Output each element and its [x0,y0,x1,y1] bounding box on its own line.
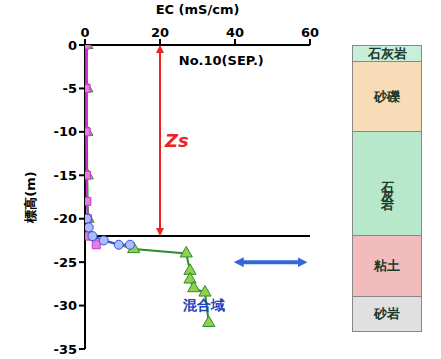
svg-text:標高(m): 標高(m) [23,171,38,223]
svg-text:-25: -25 [54,255,78,270]
html-text:砂岩: 砂岩 [374,305,400,321]
svg-text:混合域: 混合域 [182,297,225,313]
svg-text:-30: -30 [54,298,78,313]
svg-text:0: 0 [68,38,77,53]
svg-text:-5: -5 [63,81,77,96]
svg-text:-10: -10 [54,124,78,139]
html-text:粘土: 粘土 [374,258,400,273]
svg-text:-35: -35 [54,342,78,357]
html-text:石灰岩: 石灰岩 [367,45,407,61]
html-text:砂礫: 砂礫 [374,88,400,104]
html-text:石灰岩: 石灰岩 [380,171,395,196]
svg-text:60: 60 [301,25,319,40]
svg-text:-15: -15 [54,168,78,183]
svg-text:40: 40 [226,25,244,40]
svg-text:No.10(SEP.): No.10(SEP.) [179,53,264,68]
svg-text:EC (mS/cm): EC (mS/cm) [156,2,240,17]
svg-text:0: 0 [80,25,89,40]
svg-text:20: 20 [151,25,169,40]
svg-text:Zs: Zs [164,130,189,151]
svg-text:-20: -20 [54,211,78,226]
